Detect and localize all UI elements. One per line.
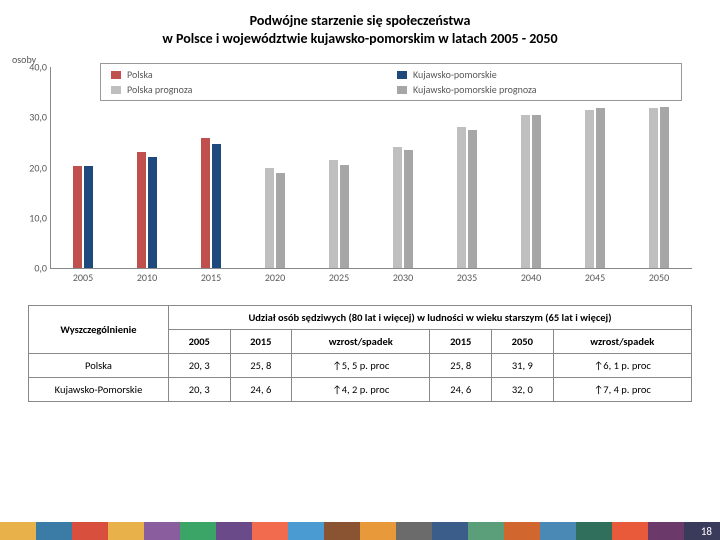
stripe-segment (576, 522, 612, 540)
title-line2: w Polsce i województwie kujawsko-pomorsk… (40, 30, 680, 48)
stripe-segment (288, 522, 324, 540)
x-tick: 2005 (73, 271, 93, 284)
bar (596, 108, 605, 268)
y-tick: 40,0 (19, 61, 47, 74)
stripe-segment (540, 522, 576, 540)
legend-swatch (111, 86, 121, 94)
table-cell: ↑6, 1 p. proc (553, 354, 691, 378)
bar (201, 138, 210, 268)
bar (212, 144, 221, 268)
y-tick: 20,0 (19, 161, 47, 174)
slide-title: Podwójne starzenie się społeczeństwa w P… (0, 0, 720, 47)
stripe-segment (108, 522, 144, 540)
table-column-header: wzrost/spadek (553, 330, 691, 354)
table-cell: ↑4, 2 p. proc (292, 378, 430, 402)
x-tick: 2030 (393, 271, 413, 284)
table-column-header: 2015 (430, 330, 492, 354)
y-tick: 10,0 (19, 211, 47, 224)
bar (340, 165, 349, 268)
y-tick: 0,0 (19, 262, 47, 275)
bar (73, 166, 82, 268)
legend-item: Polska prognoza (111, 83, 385, 96)
stripe-segment (72, 522, 108, 540)
row-label: Kujawsko-Pomorskie (29, 378, 169, 402)
table-cell: 20, 3 (168, 354, 230, 378)
table-column-header: 2050 (492, 330, 554, 354)
table-cell: 25, 8 (230, 354, 292, 378)
stripe-segment (432, 522, 468, 540)
table-column-header: 2005 (168, 330, 230, 354)
legend: Polska Kujawsko-pomorskie Polska prognoza K… (100, 63, 682, 101)
table-cell: 25, 8 (430, 354, 492, 378)
bar (84, 166, 93, 268)
bar (404, 150, 413, 268)
bar (468, 130, 477, 268)
title-line1: Podwójne starzenie się społeczeństwa (40, 12, 680, 30)
table-column-header: 2015 (230, 330, 292, 354)
bar (393, 147, 402, 268)
table-header-rowlabel: Wyszczególnienie (29, 306, 169, 354)
legend-label: Kujawsko-pomorskie prognoza (413, 83, 537, 96)
legend-swatch (111, 71, 121, 79)
data-table: Wyszczególnienie Udział osób sędziwych (… (28, 305, 692, 402)
bar (137, 152, 146, 268)
x-tick: 2015 (201, 271, 221, 284)
legend-item: Kujawsko-pomorskie prognoza (397, 83, 671, 96)
stripe-segment (396, 522, 432, 540)
stripe-segment (468, 522, 504, 540)
bar-chart: osoby 0,010,020,030,040,0200520102015202… (50, 57, 692, 287)
stripe-segment (648, 522, 684, 540)
bar (585, 110, 594, 268)
stripe-segment (324, 522, 360, 540)
table-header-span: Udział osób sędziwych (80 lat i więcej) … (168, 306, 691, 330)
y-tick: 30,0 (19, 111, 47, 124)
table-cell: ↑7, 4 p. proc (553, 378, 691, 402)
legend-label: Kujawsko-pomorskie (413, 68, 497, 81)
table-cell: 31, 9 (492, 354, 554, 378)
stripe-segment (0, 522, 36, 540)
stripe-segment (360, 522, 396, 540)
stripe-segment (216, 522, 252, 540)
bar (276, 173, 285, 268)
x-tick: 2045 (585, 271, 605, 284)
x-tick: 2035 (457, 271, 477, 284)
legend-label: Polska prognoza (127, 83, 192, 96)
bar (265, 168, 274, 269)
table-cell: 24, 6 (230, 378, 292, 402)
table-row: Polska20, 325, 8↑5, 5 p. proc25, 831, 9↑… (29, 354, 692, 378)
stripe-segment (504, 522, 540, 540)
table-row: Kujawsko-Pomorskie20, 324, 6↑4, 2 p. pro… (29, 378, 692, 402)
footer-stripe (0, 522, 720, 540)
stripe-segment (612, 522, 648, 540)
legend-swatch (397, 86, 407, 94)
bar (521, 115, 530, 268)
bar (649, 108, 658, 268)
x-tick: 2040 (521, 271, 541, 284)
x-tick: 2025 (329, 271, 349, 284)
x-tick: 2010 (137, 271, 157, 284)
stripe-segment (144, 522, 180, 540)
table-cell: 20, 3 (168, 378, 230, 402)
bar (532, 115, 541, 268)
table-cell: 24, 6 (430, 378, 492, 402)
table-cell: 32, 0 (492, 378, 554, 402)
legend-swatch (397, 71, 407, 79)
legend-item: Kujawsko-pomorskie (397, 68, 671, 81)
legend-item: Polska (111, 68, 385, 81)
page-number: 18 (701, 525, 712, 538)
bar (660, 107, 669, 268)
stripe-segment (36, 522, 72, 540)
table-column-header: wzrost/spadek (292, 330, 430, 354)
bar (148, 157, 157, 268)
table-cell: ↑5, 5 p. proc (292, 354, 430, 378)
legend-label: Polska (127, 68, 153, 81)
bar (457, 127, 466, 268)
stripe-segment (180, 522, 216, 540)
row-label: Polska (29, 354, 169, 378)
stripe-segment (252, 522, 288, 540)
x-tick: 2020 (265, 271, 285, 284)
x-tick: 2050 (649, 271, 669, 284)
bar (329, 160, 338, 268)
